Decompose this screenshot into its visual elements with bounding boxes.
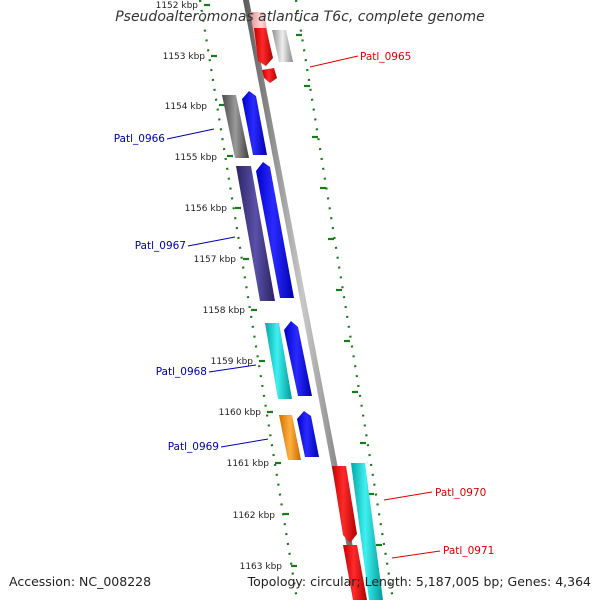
gene-label-patl-0971[interactable]: Patl_0971: [443, 545, 494, 557]
reverse-gene-arrow: [343, 545, 367, 600]
genome-summary-text: Topology: circular; Length: 5,187,005 bp…: [247, 574, 591, 589]
tick-label: 1161 kbp: [227, 459, 270, 469]
tick-label: 1163 kbp: [240, 562, 283, 572]
gene-patl-0968-features[interactable]: [265, 321, 312, 399]
gene-label-patl-0966[interactable]: Patl_0966: [114, 133, 166, 145]
orf-bar-gray: [222, 95, 249, 158]
gene-label-patl-0970[interactable]: Patl_0970: [435, 487, 486, 499]
gene-patl-0969-features[interactable]: [279, 411, 319, 460]
tick-label: 1153 kbp: [163, 52, 206, 62]
forward-gene-arrow: [256, 162, 294, 298]
tick-label: 1159 kbp: [211, 357, 254, 367]
reverse-gene-arrow-small: [262, 68, 277, 83]
leader-line-patl-0967: [187, 236, 236, 247]
tick-label: 1152 kbp: [156, 1, 199, 11]
tick-label: 1160 kbp: [219, 408, 262, 418]
gene-patl-0966-features[interactable]: [222, 91, 267, 158]
left-dotted-guide: [198, 0, 299, 600]
reverse-gene-arrow: [332, 466, 357, 543]
leader-line-patl-0969: [220, 438, 269, 448]
orf-bar-orange: [279, 415, 301, 460]
leader-line-patl-0970: [383, 491, 433, 501]
gene-label-patl-0969[interactable]: Patl_0969: [168, 441, 219, 453]
accession-text: Accession: NC_008228: [9, 574, 152, 589]
tick-label: 1158 kbp: [203, 306, 246, 316]
left-tick-dashes: [204, 3, 297, 568]
tick-label: 1162 kbp: [233, 511, 276, 521]
orf-bar-purple: [236, 166, 275, 301]
tick-label: 1155 kbp: [175, 153, 218, 163]
gene-patl-0967-features[interactable]: [236, 162, 294, 301]
genome-title: Pseudoalteromonas atlantica T6c, complet…: [115, 9, 485, 25]
leader-line-patl-0971: [391, 550, 441, 559]
forward-gene-arrow: [242, 91, 267, 155]
gene-patl-0965-features[interactable]: [250, 12, 293, 83]
leader-line-patl-0968: [208, 364, 257, 373]
right-tick-dashes: [296, 33, 382, 547]
orf-bar-light-gray: [272, 30, 293, 62]
forward-gene-arrow: [284, 321, 312, 396]
leader-line-patl-0966: [166, 128, 215, 140]
gene-patl-0970-features[interactable]: [332, 463, 383, 600]
reverse-gene-arrow: [254, 28, 273, 66]
tick-label: 1157 kbp: [194, 255, 237, 265]
gene-label-patl-0967[interactable]: Patl_0967: [135, 240, 186, 252]
right-dotted-guide: [294, 0, 395, 600]
gene-label-patl-0968[interactable]: Patl_0968: [156, 366, 207, 378]
orf-bar-cyan: [265, 323, 292, 399]
forward-gene-arrow: [297, 411, 319, 457]
leader-line-patl-0965: [309, 55, 359, 68]
orf-bar-cyan: [351, 463, 383, 600]
gene-label-patl-0965[interactable]: Patl_0965: [360, 51, 411, 63]
tick-label: 1154 kbp: [165, 102, 208, 112]
genome-backbone: [243, 0, 363, 600]
gene-patl-0971-features[interactable]: [343, 545, 367, 600]
tick-label: 1156 kbp: [185, 204, 228, 214]
